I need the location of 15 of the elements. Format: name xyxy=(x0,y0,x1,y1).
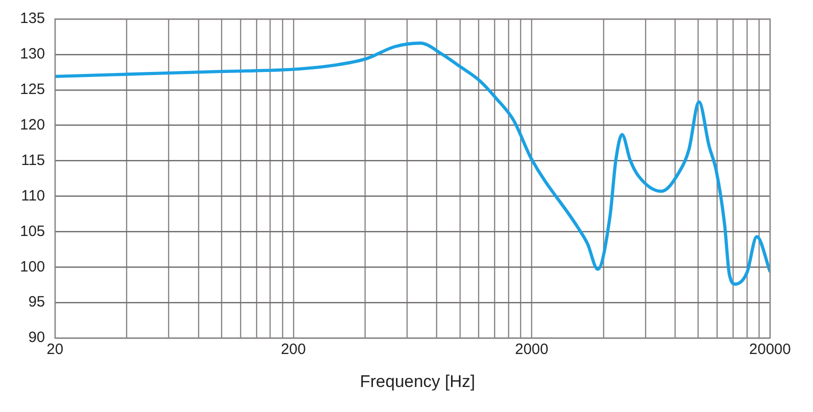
y-tick-label: 105 xyxy=(20,222,46,240)
x-tick-label: 20000 xyxy=(749,341,791,358)
y-tick-label: 135 xyxy=(20,10,46,28)
y-tick-label: 130 xyxy=(20,46,46,63)
x-tick-label: 20 xyxy=(46,341,64,358)
y-tick-label: 120 xyxy=(20,116,46,134)
y-tick-label: 100 xyxy=(20,258,46,276)
x-tick-label: 200 xyxy=(280,341,306,358)
y-tick-label: 95 xyxy=(28,294,46,311)
y-tick-label: 115 xyxy=(21,152,46,169)
x-tick-label: 2000 xyxy=(514,341,548,358)
x-axis-title: Frequency [Hz] xyxy=(358,372,476,392)
y-tick-label: 110 xyxy=(21,187,46,204)
y-tick-label: 125 xyxy=(20,81,46,98)
y-tick-label: 90 xyxy=(28,329,46,346)
